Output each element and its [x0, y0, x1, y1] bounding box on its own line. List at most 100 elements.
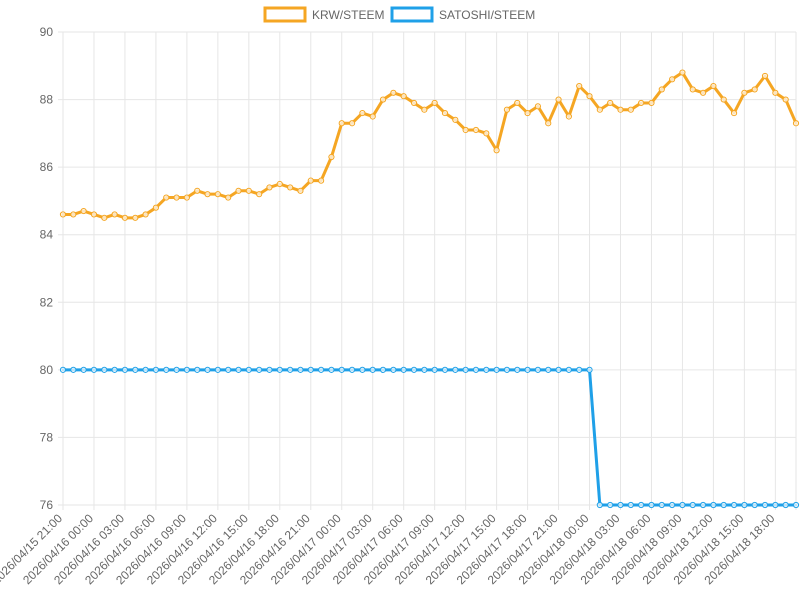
data-point: [514, 99, 521, 107]
data-point: [596, 106, 603, 113]
data-point: [638, 99, 645, 107]
data-point: [792, 501, 800, 509]
data-point: [565, 113, 572, 120]
data-point: [410, 99, 418, 107]
data-point: [80, 366, 87, 373]
data-point: [369, 366, 376, 373]
data-point: [730, 501, 738, 509]
data-point: [483, 130, 490, 137]
data-point: [710, 82, 717, 90]
data-point: [256, 366, 263, 373]
data-point: [586, 366, 593, 373]
data-point: [121, 214, 129, 221]
data-point: [152, 204, 160, 211]
data-point: [669, 76, 676, 83]
data-point: [524, 109, 531, 117]
data-point: [741, 89, 748, 96]
data-point: [617, 106, 624, 113]
data-point: [163, 194, 170, 201]
data-point: [379, 96, 387, 103]
data-point: [576, 82, 583, 90]
data-point: [689, 86, 696, 93]
legend: KRW/STEEM SATOSHI/STEEM: [263, 6, 535, 23]
data-point: [441, 366, 449, 373]
data-point: [534, 103, 542, 110]
data-point: [576, 366, 583, 373]
data-point: [111, 211, 118, 218]
data-point: [297, 366, 304, 373]
data-point: [152, 366, 160, 373]
data-point: [132, 214, 139, 221]
data-point: [751, 501, 758, 509]
data-point: [782, 96, 789, 103]
data-point: [627, 501, 634, 509]
data-point: [503, 366, 511, 373]
data-point: [472, 366, 480, 373]
data-point: [214, 366, 221, 373]
data-point: [679, 69, 686, 76]
data-point: [194, 187, 201, 194]
data-point: [338, 120, 345, 127]
data-point: [452, 116, 459, 123]
data-point: [658, 86, 665, 93]
data-point: [462, 126, 469, 134]
data-point: [328, 153, 335, 161]
data-point: [607, 99, 614, 107]
data-point: [648, 501, 655, 509]
data-point: [772, 89, 779, 96]
data-point: [348, 366, 356, 373]
data-point: [307, 366, 314, 373]
data-point: [287, 366, 294, 373]
y-tick-label: 86: [40, 160, 54, 174]
data-point: [379, 366, 387, 373]
data-point: [235, 187, 242, 194]
data-point: [431, 366, 438, 373]
data-point: [183, 194, 190, 201]
data-point: [472, 126, 480, 134]
data-point: [369, 113, 376, 120]
data-point: [142, 211, 149, 218]
data-point: [287, 184, 294, 191]
data-point: [90, 211, 98, 218]
data-point: [710, 501, 717, 509]
data-point: [121, 366, 129, 373]
data-point: [493, 147, 500, 154]
data-point: [266, 366, 273, 373]
data-point: [359, 366, 366, 373]
data-point: [730, 109, 738, 117]
data-point: [720, 96, 727, 103]
data-point: [204, 366, 211, 373]
data-point: [534, 366, 542, 373]
data-point: [204, 191, 211, 198]
data-point: [214, 191, 221, 198]
data-point: [586, 93, 593, 100]
data-point: [400, 93, 407, 100]
data-point: [421, 106, 428, 113]
data-point: [493, 366, 500, 373]
data-point: [452, 366, 459, 373]
data-point: [256, 191, 263, 198]
data-point: [70, 366, 77, 373]
data-point: [101, 214, 108, 221]
data-point: [317, 366, 325, 373]
data-point: [132, 366, 139, 373]
data-point: [163, 366, 170, 373]
data-point: [235, 366, 242, 373]
legend-label: KRW/STEEM: [312, 8, 384, 22]
data-point: [245, 366, 252, 373]
data-point: [276, 366, 283, 373]
data-point: [555, 366, 562, 373]
data-point: [565, 366, 572, 373]
data-point: [338, 366, 345, 373]
data-point: [669, 501, 676, 509]
data-point: [142, 366, 149, 373]
data-point: [638, 501, 645, 509]
y-tick-label: 76: [40, 498, 54, 512]
y-tick-label: 82: [40, 295, 54, 309]
data-point: [772, 501, 779, 509]
data-point: [761, 72, 769, 80]
data-point: [183, 366, 190, 373]
data-point: [658, 501, 665, 509]
series-lines: [59, 69, 800, 509]
